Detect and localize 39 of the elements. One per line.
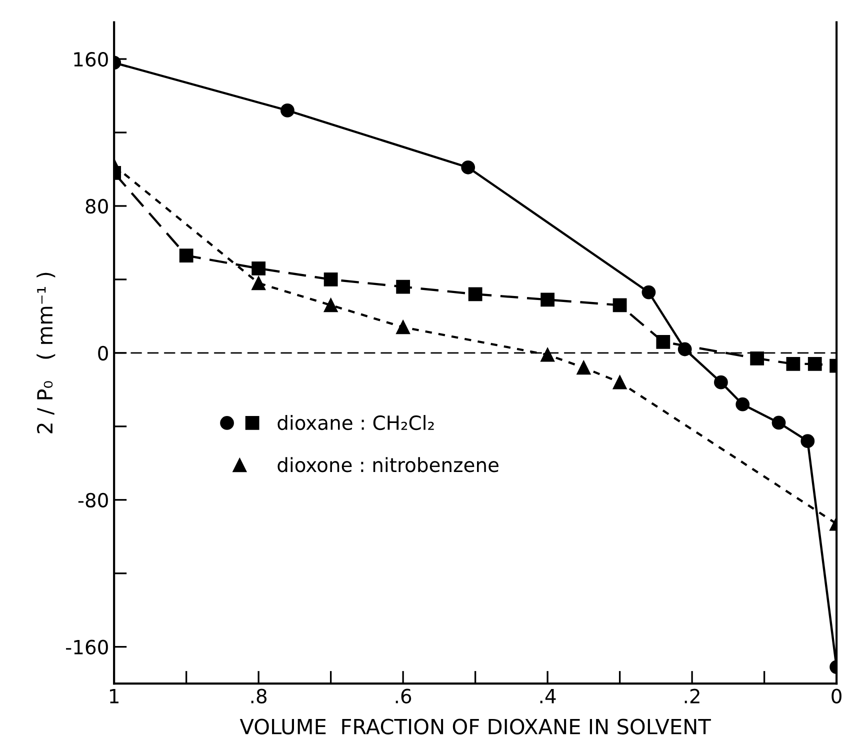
point: [252, 261, 266, 276]
x-tick-label: 1: [110, 689, 118, 704]
legend-label: dioxone : nitrobenzene: [278, 457, 498, 472]
x-tick-label: .6: [396, 688, 412, 704]
point: [656, 334, 670, 349]
x-axis-title: VOLUME FRACTION OF DIOXANE IN SOLVENT: [240, 718, 711, 734]
point: [772, 416, 786, 430]
point: [750, 351, 764, 366]
y-tick-label: 0: [98, 346, 108, 361]
point: [808, 357, 822, 371]
point: [540, 292, 555, 307]
point: [252, 276, 266, 290]
point: [324, 272, 338, 286]
point: [714, 375, 728, 390]
point: [540, 348, 555, 362]
point: [461, 160, 476, 174]
y-tick-label: -160: [66, 640, 108, 654]
point: [800, 434, 815, 448]
legend-label: dioxane : CH₂Cl₂: [278, 415, 434, 430]
point: [786, 357, 800, 371]
y-tick-label: 160: [74, 52, 108, 67]
point: [179, 248, 194, 263]
point: [468, 287, 482, 302]
point: [396, 280, 410, 294]
point: [612, 375, 627, 390]
x-tick-label: 0: [832, 688, 842, 704]
point: [642, 285, 656, 300]
y-tick-label: -80: [78, 492, 108, 508]
x-tick-label: .8: [251, 688, 267, 704]
x-tick-label: .2: [684, 688, 700, 704]
y-axis-title: 2 / P₀ ( mm⁻¹ ): [36, 272, 56, 434]
point: [280, 104, 294, 118]
x-tick-label: .4: [540, 689, 556, 704]
point: [736, 397, 750, 412]
point: [396, 320, 410, 334]
point: [324, 298, 338, 312]
point: [612, 298, 627, 312]
point: [576, 360, 591, 375]
y-tick-label: 80: [86, 198, 108, 214]
